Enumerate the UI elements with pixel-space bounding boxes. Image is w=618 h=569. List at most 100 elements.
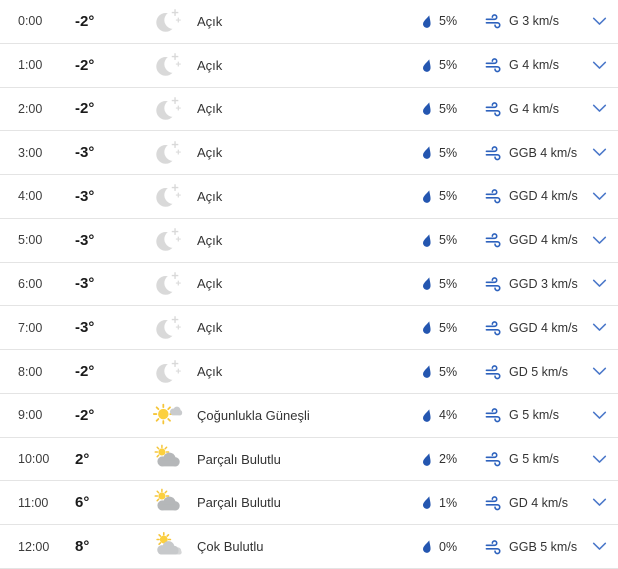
temperature-value: -3°: [75, 187, 95, 205]
wind-value: GGD 3 km/s: [509, 276, 578, 291]
temperature-value: -3°: [75, 275, 95, 293]
expand-row-button[interactable]: [580, 481, 618, 524]
time-label: 11:00: [18, 495, 49, 510]
droplet-icon: [423, 58, 431, 72]
chevron-down-icon: [592, 236, 606, 244]
crescent-moon-icon: [156, 9, 182, 33]
crescent-moon-icon: [156, 316, 182, 339]
wind-value: G 4 km/s: [509, 101, 560, 116]
chevron-down-icon: [592, 17, 606, 25]
wind-icon: [485, 364, 501, 379]
forecast-row[interactable]: 4:00 -3°: [0, 175, 618, 219]
chevron-down-icon: [592, 455, 606, 463]
chevron-down-icon: [592, 498, 606, 507]
forecast-row[interactable]: 5:00 -3°: [0, 218, 618, 263]
crescent-moon-icon: [156, 184, 182, 208]
crescent-moon-icon: [156, 359, 182, 383]
temperature-value: -2°: [75, 363, 95, 380]
wind-icon: [485, 14, 501, 29]
expand-row-button[interactable]: [580, 394, 618, 437]
forecast-row[interactable]: 3:00 -3°: [0, 131, 618, 176]
temperature-value: -3°: [75, 319, 95, 337]
time-label: 5:00: [18, 233, 43, 248]
wind-icon: [485, 320, 501, 336]
sun-behind-cloud-icon: [154, 488, 180, 511]
wind-icon: [485, 452, 501, 467]
crescent-moon-icon: [156, 53, 182, 76]
forecast-row[interactable]: 10:00 2°: [0, 437, 618, 482]
weather-icon: [152, 137, 184, 169]
condition-label: Parçalı Bulutlu: [197, 451, 281, 467]
forecast-row[interactable]: 7:00 -3°: [0, 306, 618, 351]
precipitation-value: 0%: [439, 539, 458, 554]
time-label: 1:00: [18, 58, 43, 73]
sun-behind-large-clouds-icon: [156, 531, 182, 555]
sun-behind-cloud-icon: [154, 444, 180, 467]
condition-label: Parçalı Bulutlu: [197, 495, 281, 511]
chevron-down-icon: [592, 542, 606, 550]
crescent-moon-icon: [156, 97, 182, 120]
condition-label: Açık: [197, 101, 223, 117]
droplet-icon: [423, 277, 431, 291]
forecast-row[interactable]: 11:00 6°: [0, 481, 618, 526]
wind-value: GGD 4 km/s: [509, 233, 578, 248]
droplet-icon: [423, 146, 431, 159]
wind-value: G 5 km/s: [509, 408, 560, 423]
expand-row-button[interactable]: [580, 438, 618, 481]
droplet-icon: [423, 452, 431, 466]
expand-row-button[interactable]: [580, 350, 618, 393]
expand-row-button[interactable]: [580, 88, 618, 131]
precipitation-value: 5%: [439, 145, 458, 160]
droplet-icon: [423, 234, 431, 247]
forecast-row[interactable]: 2:00 -2°: [0, 87, 618, 132]
condition-label: Açık: [197, 188, 223, 204]
time-label: 8:00: [18, 364, 43, 379]
time-label: 7:00: [18, 320, 43, 335]
expand-row-button[interactable]: [580, 44, 618, 87]
temperature-value: -2°: [75, 12, 95, 30]
precipitation-value: 5%: [439, 189, 458, 204]
wind-icon: [485, 408, 501, 423]
forecast-row[interactable]: 1:00 -2°: [0, 43, 618, 88]
weather-icon: [152, 93, 184, 125]
weather-icon: [152, 399, 184, 431]
droplet-icon: [423, 409, 431, 422]
weather-icon: [152, 312, 184, 344]
forecast-row[interactable]: 6:00 -3°: [0, 262, 618, 307]
forecast-row[interactable]: 8:00 -2°: [0, 350, 618, 394]
precipitation-value: 4%: [439, 408, 458, 423]
expand-row-button[interactable]: [580, 525, 618, 568]
crescent-moon-icon: [156, 228, 182, 251]
expand-row-button[interactable]: [580, 306, 618, 349]
forecast-row[interactable]: 0:00 -2°: [0, 0, 618, 44]
time-label: 2:00: [18, 101, 43, 116]
expand-row-button[interactable]: [580, 263, 618, 306]
expand-row-button[interactable]: [580, 175, 618, 218]
chevron-down-icon: [592, 104, 606, 113]
wind-value: G 4 km/s: [509, 58, 560, 73]
chevron-down-icon: [592, 323, 606, 332]
time-label: 12:00: [18, 539, 50, 554]
wind-value: GGB 5 km/s: [509, 539, 578, 554]
condition-label: Açık: [197, 232, 223, 248]
expand-row-button[interactable]: [580, 219, 618, 262]
precipitation-value: 5%: [439, 58, 458, 73]
forecast-row[interactable]: 9:00 -2°: [0, 393, 618, 438]
time-label: 6:00: [18, 276, 43, 291]
wind-value: G 5 km/s: [509, 452, 560, 467]
weather-icon: [152, 531, 184, 563]
droplet-icon: [423, 102, 431, 116]
expand-row-button[interactable]: [580, 131, 618, 174]
weather-icon: [152, 268, 184, 300]
sun-behind-small-cloud-icon: [153, 403, 183, 425]
time-label: 0:00: [18, 14, 43, 29]
weather-icon: [152, 49, 184, 81]
expand-row-button[interactable]: [580, 0, 618, 43]
forecast-row[interactable]: 12:00 8°: [0, 525, 618, 569]
wind-icon: [485, 58, 501, 73]
condition-label: Açık: [197, 320, 223, 336]
precipitation-value: 5%: [439, 14, 458, 29]
weather-icon: [152, 180, 184, 212]
temperature-value: 2°: [75, 450, 90, 468]
time-label: 3:00: [18, 145, 43, 160]
